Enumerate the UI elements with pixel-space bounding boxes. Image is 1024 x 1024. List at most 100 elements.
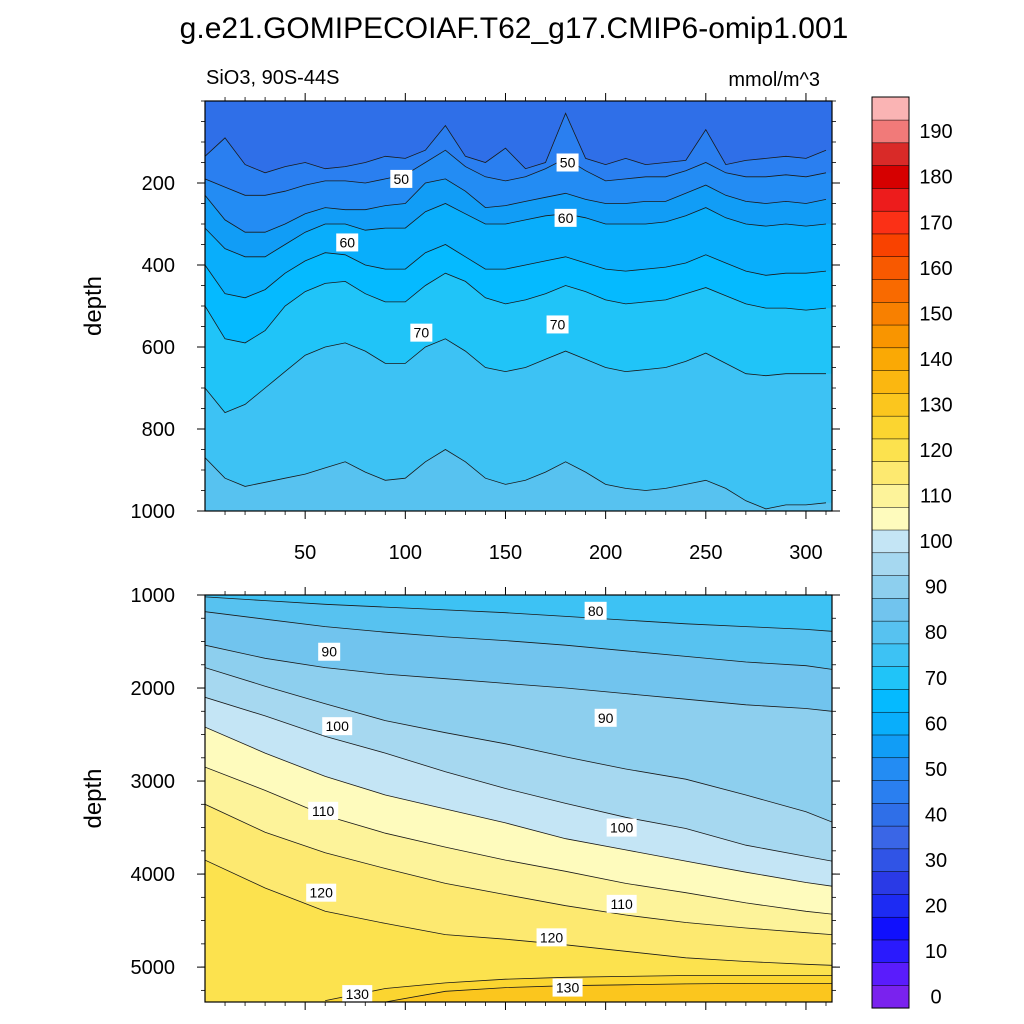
colorbar-swatch (871, 643, 910, 667)
contour-fills (205, 596, 832, 1002)
contour-lines (205, 112, 827, 510)
colorbar-label: 70 (925, 668, 947, 690)
contour-label-lower-5: 110 (308, 801, 339, 820)
contour-label-box (390, 169, 413, 188)
y-tick-label: 800 (142, 419, 175, 441)
contour-label-lower-7: 120 (306, 883, 337, 902)
colorbar-swatch (871, 871, 910, 895)
contour-label-box (336, 233, 359, 252)
y-axis-label: depth (80, 768, 107, 828)
colorbar-label: 60 (925, 713, 947, 735)
colorbar-swatch (871, 142, 910, 166)
plot-frame (204, 594, 833, 1003)
contour-label-text: 60 (339, 234, 355, 250)
contour-label-upper-1: 50 (556, 153, 579, 172)
contour-label-box (342, 985, 373, 1004)
contour-label-upper-0: 50 (390, 169, 413, 188)
colorbar-label: 20 (925, 896, 947, 918)
colorbar-label: 40 (925, 804, 947, 826)
y-tick-label: 200 (142, 173, 175, 195)
contour-label-lower-8: 120 (536, 928, 567, 947)
contour-label-upper-4: 70 (410, 323, 433, 342)
contour-line-upper-80 (205, 449, 827, 510)
colorbar-swatch (871, 848, 910, 872)
colorbar-label: 90 (925, 577, 947, 599)
contour-line-lower-90 (205, 644, 832, 712)
colorbar-swatch (871, 825, 910, 850)
colorbar-swatch (871, 233, 910, 257)
x-tick-label: 200 (589, 542, 622, 564)
contour-line-upper-60 (205, 203, 827, 258)
y-tick-label: 1000 (131, 501, 176, 523)
colorbar-frame (871, 96, 910, 1009)
x-tick-label: 50 (294, 542, 316, 564)
colorbar-swatch (871, 278, 910, 303)
contour-label-box (306, 883, 337, 902)
contour-line-lower-125 (325, 975, 832, 1001)
colorbar-swatch (871, 461, 910, 485)
contour-line-upper-45 (205, 112, 827, 174)
colorbar-swatch (871, 780, 910, 804)
contour-label-text: 90 (321, 644, 337, 660)
colorbar-label: 110 (920, 486, 952, 508)
colorbar-label: 180 (919, 167, 952, 189)
contour-label-box (410, 323, 433, 342)
y-tick-label: 3000 (131, 771, 176, 793)
y-axis: 1000 2000 3000 4000 5000 depth (80, 585, 840, 991)
colorbar-label: 140 (919, 349, 952, 371)
contour-line-upper-70 (205, 272, 827, 344)
contour-label-lower-10: 130 (552, 978, 583, 997)
colorbar-swatch (871, 984, 910, 1009)
x-tick-label: 100 (389, 542, 422, 564)
colorbar-swatch (871, 483, 910, 508)
contour-label-text: 80 (588, 603, 604, 619)
colorbar-swatch (871, 575, 910, 599)
colorbar-swatch (871, 256, 910, 280)
contour-label-upper-5: 70 (546, 315, 569, 334)
colorbar-swatch (871, 96, 910, 121)
contour-label-box (536, 928, 567, 947)
contour-label-lower-0: 80 (584, 601, 607, 620)
colorbar-swatch (871, 187, 910, 212)
lower-panel: 80 90 90 100 100 110 110 120 120 130 130 1000 2000 30… (80, 585, 840, 1010)
colorbar-swatch (871, 939, 910, 963)
colorbar-swatch (871, 666, 910, 690)
contour-fill-lower-120 (205, 860, 832, 1002)
colorbar-label: 80 (925, 622, 947, 644)
contour-line-lower-95 (205, 667, 832, 823)
colorbar-swatch (871, 210, 910, 235)
contour-label-text: 110 (312, 803, 335, 819)
contour-label-lower-4: 100 (606, 818, 637, 837)
colorbar-swatch (871, 301, 910, 326)
contour-line-upper-65 (205, 244, 827, 299)
colorbar: 0 10 20 30 40 50 60 70 80 90 100 110 120 130 140 150 160… (871, 96, 953, 1009)
colorbar-swatch (871, 415, 910, 440)
colorbar-swatch (871, 597, 910, 622)
contour-label-lower-1: 90 (318, 642, 341, 661)
colorbar-swatch (871, 119, 910, 144)
contour-line-lower-130 (385, 983, 832, 1002)
y-tick-label: 400 (142, 255, 175, 277)
colorbar-label: 130 (919, 394, 952, 416)
contour-line-lower-120 (205, 859, 832, 966)
contour-line-lower-80 (205, 596, 832, 632)
contour-label-box (308, 801, 339, 820)
x-axis (224, 587, 827, 1010)
y-tick-label: 4000 (131, 864, 176, 886)
contour-line-upper-50 (205, 149, 827, 196)
contour-line-lower-115 (205, 803, 832, 935)
contour-label-lower-6: 110 (606, 894, 637, 913)
subtitle-right: mmol/m^3 (728, 69, 820, 91)
contour-label-text: 70 (414, 325, 430, 341)
colorbar-label: 170 (919, 212, 952, 234)
colorbar-swatch (871, 802, 910, 827)
y-axis-label: depth (80, 276, 107, 336)
colorbar-swatch (871, 734, 910, 759)
colorbar-swatch (871, 506, 910, 531)
colorbar-swatch (871, 347, 910, 371)
colorbar-swatch (871, 757, 910, 781)
contour-label-text: 50 (560, 155, 576, 171)
contour-label-text: 110 (611, 896, 634, 912)
contour-line-lower-85 (205, 611, 832, 670)
colorbar-swatch (871, 916, 910, 941)
